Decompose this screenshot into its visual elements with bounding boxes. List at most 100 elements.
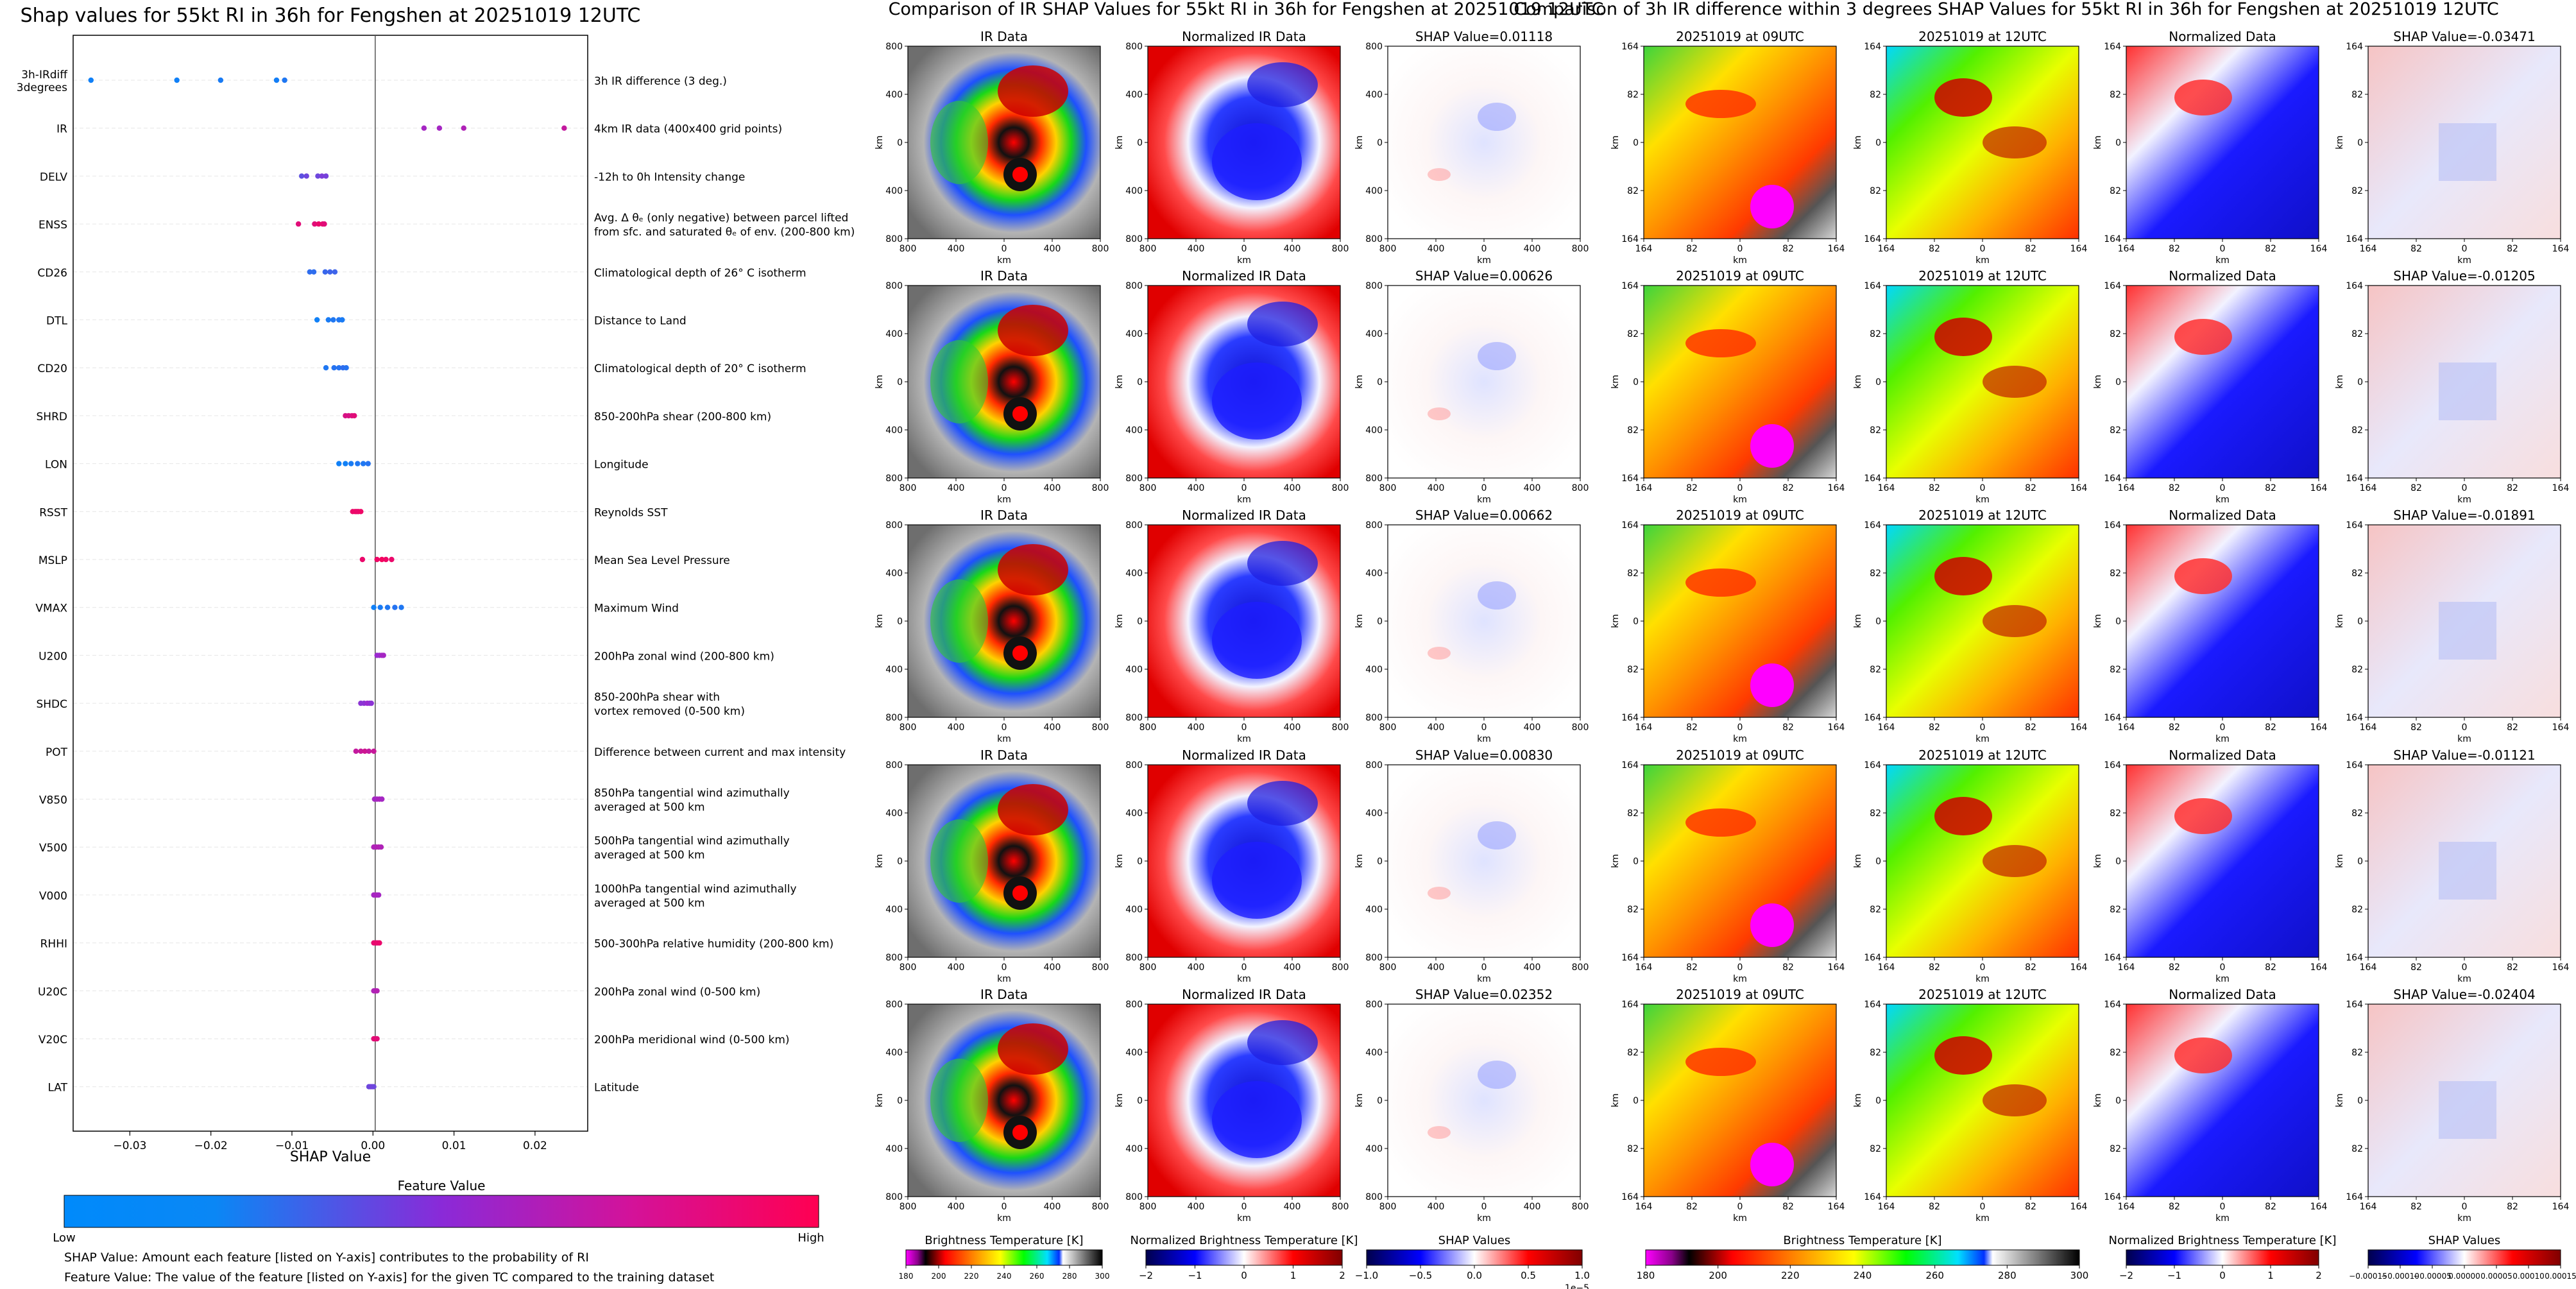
x-tick-label: −0.02: [194, 1140, 228, 1152]
feature-description-labels: 3h IR difference (3 deg.) 4km IR data (40…: [594, 75, 855, 1095]
shap-point: [316, 221, 321, 227]
y-tick-label: 0: [1377, 1096, 1383, 1106]
x-tick-label: 164: [1635, 722, 1653, 733]
y-axis-label: km: [2093, 614, 2103, 628]
y-tick-label: 82: [2351, 90, 2363, 100]
x-axis-ticks: −0.03 −0.02 −0.01 0.00 0.01 0.02: [113, 1131, 547, 1152]
y-tick-label: 82: [1870, 425, 1881, 436]
panel-title: Normalized Data: [2169, 29, 2276, 44]
colorbar-tick-label: 260: [1925, 1270, 1944, 1281]
panel-image: [2126, 286, 2319, 478]
feature-code-label: CD26: [37, 267, 67, 280]
y-tick-label: 800: [1365, 281, 1383, 291]
y-tick-label: 0: [1875, 617, 1881, 627]
shap-points: [88, 77, 567, 1089]
shap-point: [298, 173, 305, 179]
x-tick-label: 82: [2410, 244, 2422, 254]
feature-description: averaged at 500 km: [594, 801, 705, 814]
y-axis-label: km: [1610, 375, 1621, 389]
y-tick-label: 0: [2357, 377, 2363, 388]
colorbar-title: Feature Value: [398, 1178, 486, 1193]
colorbar-tick-label: −1.0: [1355, 1270, 1378, 1281]
x-tick-label: 0: [1002, 722, 1007, 733]
y-tick-label: 164: [1864, 760, 1881, 771]
x-tick-label: 0.01: [442, 1140, 466, 1152]
y-axis-label: km: [1853, 135, 1863, 149]
shap-blob: [1428, 168, 1451, 181]
x-axis-label: km: [2457, 734, 2471, 744]
colorbar: [1645, 1249, 2080, 1266]
colorbar-tick-label: 300: [1095, 1272, 1110, 1281]
x-tick-label: 82: [2169, 962, 2180, 973]
x-tick-label: 800: [900, 722, 917, 733]
panel-image: [1644, 525, 1836, 717]
panel-title: SHAP Value=-0.03471: [2393, 29, 2535, 44]
shap-point: [282, 77, 287, 83]
y-tick-label: 400: [885, 1144, 903, 1154]
x-tick-label: 0: [1241, 483, 1247, 493]
y-tick-label: 164: [2346, 474, 2363, 484]
cloud-band: [1685, 329, 1756, 357]
x-tick-label: 164: [2310, 962, 2328, 973]
x-tick-label: 82: [2507, 244, 2518, 254]
colorbar-tick-label: 220: [964, 1272, 979, 1281]
y-tick-label: 82: [1627, 90, 1639, 100]
cloud-band: [1934, 318, 1992, 356]
colorbar: [905, 1249, 1103, 1266]
panel-title: 20251019 at 12UTC: [1918, 747, 2047, 763]
feature-code-label: IR: [56, 123, 67, 136]
cloud-band: [1934, 557, 1992, 595]
x-tick-label: 82: [1782, 722, 1794, 733]
feature-code-label: SHDC: [36, 698, 67, 711]
y-tick-label: 82: [1870, 905, 1881, 915]
y-axis-label: km: [2093, 375, 2103, 389]
panel-title: SHAP Value=0.00830: [1415, 747, 1553, 763]
y-tick-label: 164: [1621, 520, 1639, 531]
y-tick-label: 800: [1365, 713, 1383, 723]
shap-point: [218, 77, 224, 83]
y-tick-label: 400: [1365, 905, 1383, 915]
shap-point: [374, 1036, 380, 1042]
y-tick-label: 0: [2115, 857, 2121, 867]
y-axis-label: km: [1114, 854, 1125, 868]
x-tick-label: 400: [1044, 244, 1061, 254]
y-tick-label: 82: [2110, 90, 2121, 100]
x-tick-label: 0: [1737, 244, 1743, 254]
colorbar: [1366, 1249, 1583, 1266]
y-axis-label: km: [2335, 1093, 2345, 1107]
shap-blob: [1428, 887, 1451, 900]
cold-core: [1750, 1143, 1794, 1186]
y-axis-label: km: [2335, 135, 2345, 149]
colorbar-tick-label: −2: [1139, 1270, 1153, 1281]
x-axis-label: km: [1477, 974, 1491, 984]
x-axis-label: km: [1237, 255, 1251, 266]
shap-point: [380, 653, 386, 658]
y-tick-label: 0: [1875, 857, 1881, 867]
shap-point: [343, 461, 348, 466]
feature-description: 3h IR difference (3 deg.): [594, 75, 727, 88]
y-tick-label: 400: [1365, 808, 1383, 819]
y-tick-label: 82: [2351, 665, 2363, 675]
cloud-band: [1685, 90, 1756, 118]
x-tick-label: 400: [948, 1202, 965, 1212]
colorbar-tick-label: −0.00005: [2413, 1272, 2452, 1281]
chart-title: Shap values for 55kt RI in 36h for Fengs…: [21, 4, 641, 27]
cloud-band: [1983, 605, 2047, 637]
x-tick-label: 82: [2410, 483, 2422, 493]
x-tick-label: 82: [1929, 244, 1940, 254]
colorbar-tick-label: 1.0: [1574, 1270, 1590, 1281]
x-tick-label: 82: [2265, 483, 2276, 493]
x-tick-label: 0: [1980, 483, 1986, 493]
y-tick-label: 400: [1125, 905, 1143, 915]
colorbar-label: Brightness Temperature [K]: [1783, 1234, 1941, 1247]
x-tick-label: 800: [1332, 1202, 1349, 1212]
colorbar-tick-label: 280: [1062, 1272, 1077, 1281]
storm-band: [998, 65, 1068, 117]
y-tick-label: 400: [1365, 665, 1383, 675]
x-tick-label: 164: [1828, 244, 1845, 254]
colorbar-tick-label: −0.00010: [2381, 1272, 2419, 1281]
cloud-band: [1685, 568, 1756, 597]
x-tick-label: 400: [1188, 722, 1205, 733]
cloud-band: [930, 819, 988, 903]
image-panel-grid: IR Data80080040040000400400800800kmkmNor…: [874, 29, 2569, 1224]
